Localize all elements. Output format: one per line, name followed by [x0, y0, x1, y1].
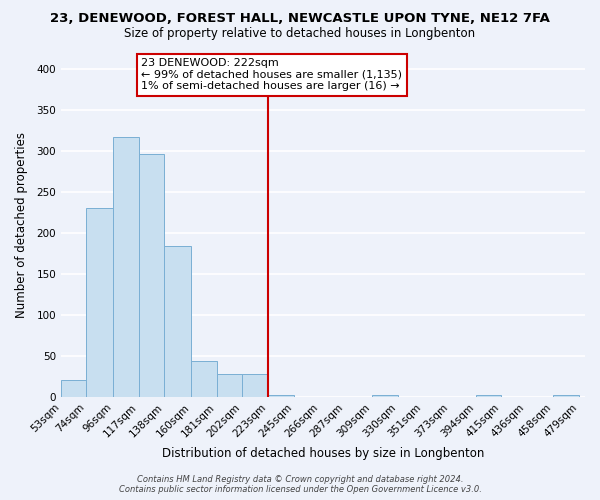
Bar	[86, 208, 113, 397]
Bar	[191, 361, 217, 397]
X-axis label: Distribution of detached houses by size in Longbenton: Distribution of detached houses by size …	[162, 447, 484, 460]
Text: Contains HM Land Registry data © Crown copyright and database right 2024.
Contai: Contains HM Land Registry data © Crown c…	[119, 474, 481, 494]
Bar	[113, 137, 139, 397]
Bar	[242, 374, 268, 397]
Bar	[139, 154, 164, 397]
Bar	[553, 396, 579, 397]
Bar	[164, 246, 191, 397]
Text: Size of property relative to detached houses in Longbenton: Size of property relative to detached ho…	[124, 28, 476, 40]
Text: 23 DENEWOOD: 222sqm
← 99% of detached houses are smaller (1,135)
1% of semi-deta: 23 DENEWOOD: 222sqm ← 99% of detached ho…	[141, 58, 402, 92]
Bar	[61, 380, 86, 397]
Y-axis label: Number of detached properties: Number of detached properties	[15, 132, 28, 318]
Bar	[268, 396, 295, 397]
Text: 23, DENEWOOD, FOREST HALL, NEWCASTLE UPON TYNE, NE12 7FA: 23, DENEWOOD, FOREST HALL, NEWCASTLE UPO…	[50, 12, 550, 26]
Bar	[217, 374, 242, 397]
Bar	[476, 396, 501, 397]
Bar	[372, 396, 398, 397]
